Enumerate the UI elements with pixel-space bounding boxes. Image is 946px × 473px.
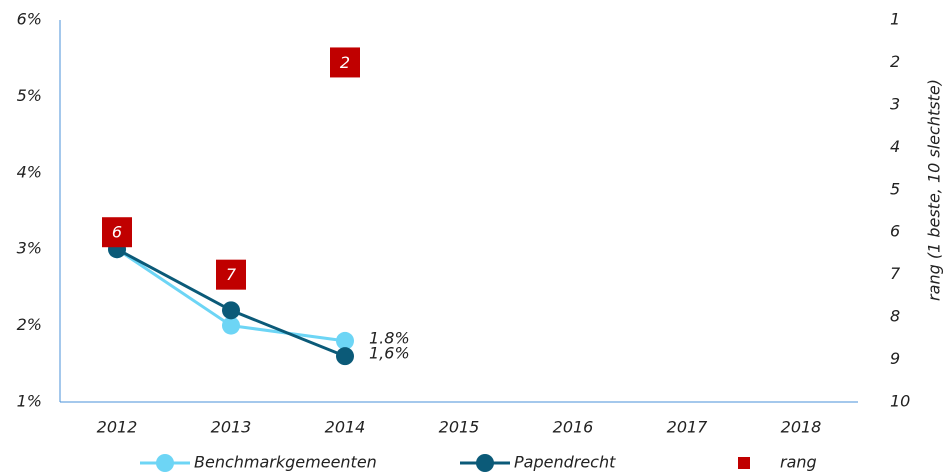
y2-tick-label: 8 — [890, 307, 900, 326]
y2-tick-label: 1 — [890, 10, 900, 29]
value-label: 1.8% — [369, 328, 410, 347]
rank-marker — [330, 47, 360, 78]
x-tick-label: 2016 — [553, 418, 594, 437]
legend-marker — [738, 457, 750, 469]
y2-tick-label: 3 — [890, 94, 900, 113]
y-tick-label: 5% — [17, 86, 42, 105]
rank-label: 2 — [340, 53, 350, 72]
rank-label: 6 — [112, 223, 122, 242]
point — [336, 331, 354, 350]
x-tick-label: 2018 — [781, 418, 822, 437]
y-tick-label: 2% — [17, 315, 42, 334]
rank-label: 7 — [226, 265, 237, 284]
y2-tick-label: 5 — [890, 179, 900, 198]
y2-tick-label: 7 — [890, 264, 901, 283]
y2-tick-label: 6 — [890, 222, 900, 241]
y2-tick-label: 10 — [890, 392, 910, 411]
legend-marker — [476, 454, 494, 472]
y2-tick-label: 2 — [890, 52, 900, 71]
legend-label: Benchmarkgemeenten — [194, 453, 377, 472]
point — [222, 316, 240, 335]
y-tick-label: 4% — [17, 162, 42, 181]
y-tick-label: 3% — [17, 239, 42, 258]
y2-axis-title: rang (1 beste, 10 slechtste) — [925, 79, 944, 301]
x-tick-label: 2013 — [211, 418, 252, 437]
y-tick-label: 6% — [17, 10, 42, 29]
y2-tick-label: 9 — [890, 349, 900, 368]
x-tick-label: 2017 — [667, 418, 709, 437]
point — [222, 301, 240, 320]
legend-marker — [156, 454, 174, 472]
legend-label: rang — [780, 453, 817, 472]
rank-marker — [216, 259, 246, 290]
y2-tick-label: 4 — [890, 137, 900, 156]
point — [336, 347, 354, 366]
y-tick-label: 1% — [17, 392, 42, 411]
legend-label: Papendrecht — [514, 453, 616, 472]
rank-marker — [102, 217, 132, 248]
x-tick-label: 2015 — [439, 418, 480, 437]
value-label: 1,6% — [369, 344, 410, 363]
x-tick-label: 2012 — [97, 418, 138, 437]
x-tick-label: 2014 — [325, 418, 366, 437]
